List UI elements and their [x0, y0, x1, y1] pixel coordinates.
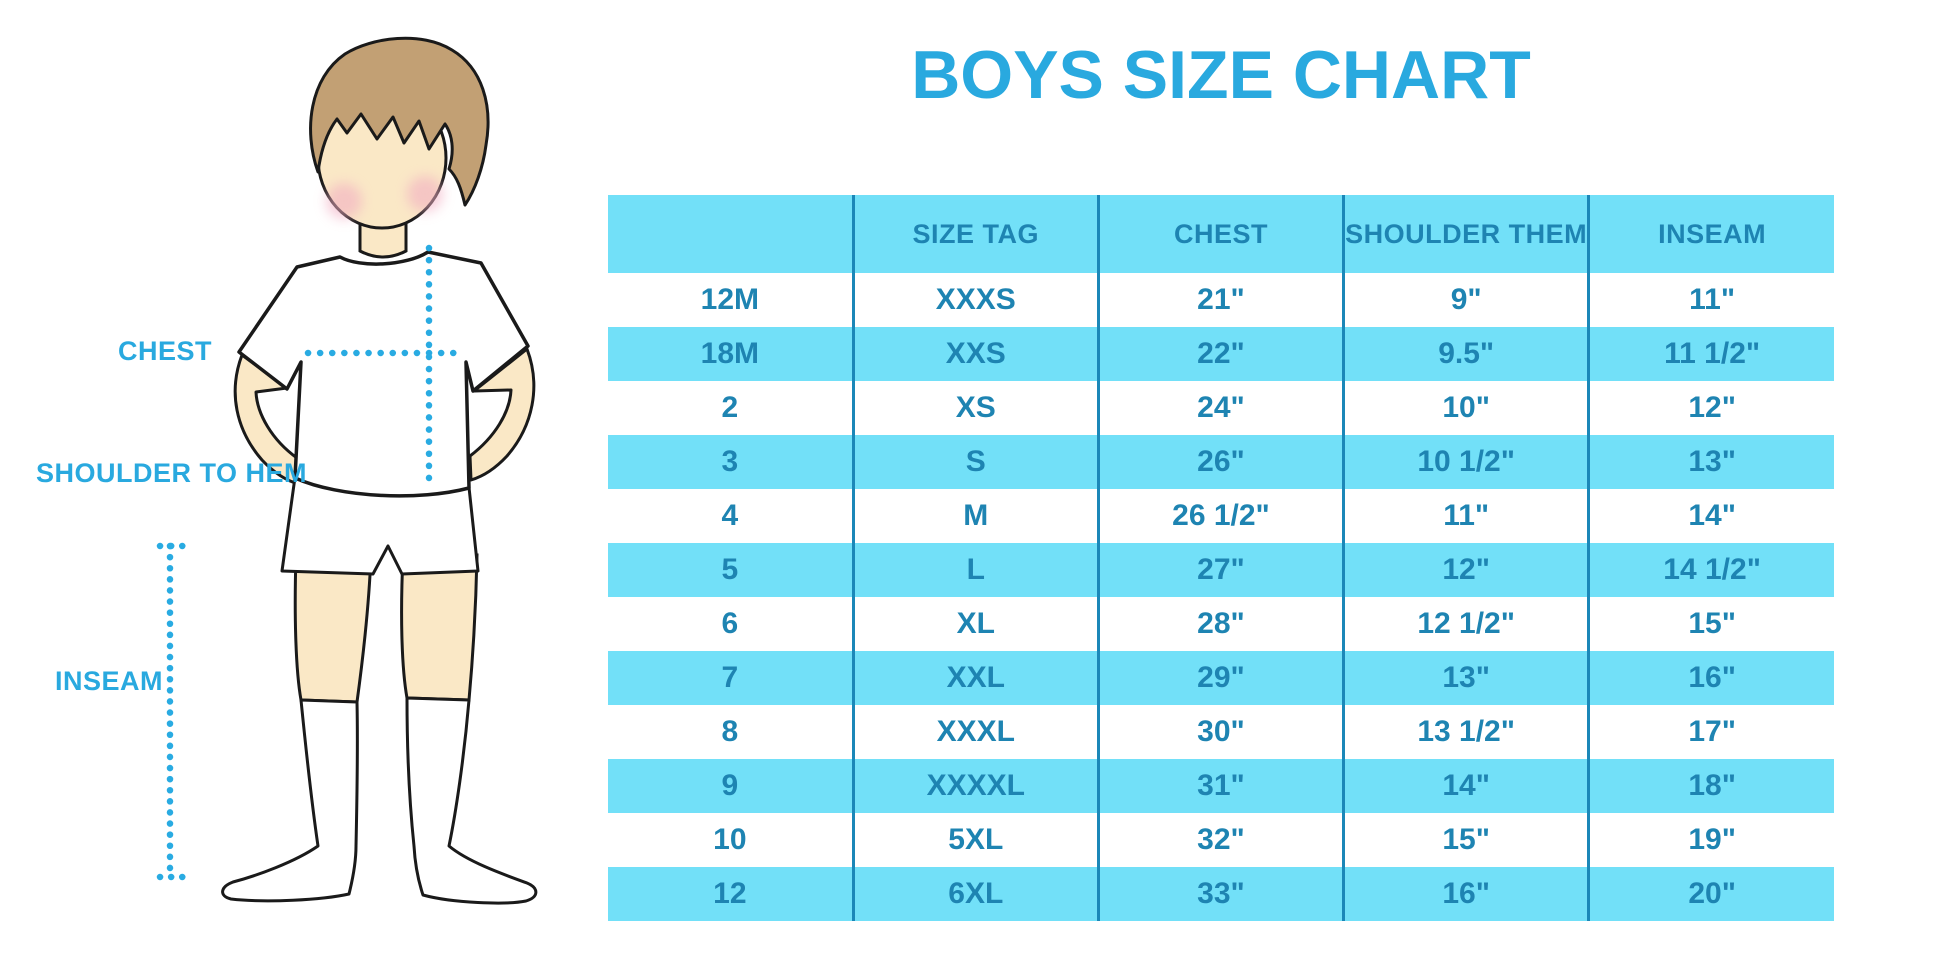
table-cell: 29": [1096, 651, 1344, 705]
header-row: SIZE TAG CHEST SHOULDER THEM INSEAM: [608, 195, 1834, 273]
table-row: 6 XL 28" 12 1/2" 15": [608, 597, 1834, 651]
table-cell: 16": [1587, 651, 1834, 705]
table-cell: 26": [1096, 435, 1344, 489]
table-cell: 11 1/2": [1587, 327, 1834, 381]
boy-cheek-left: [326, 183, 362, 219]
table-cell: 32": [1096, 813, 1344, 867]
table-cell: 9: [721, 769, 739, 802]
table-row: 3 S 26" 10 1/2" 13": [608, 435, 1834, 489]
table-cell: 11": [1342, 489, 1589, 543]
table-row: 4 M 26 1/2" 11" 14": [608, 489, 1834, 543]
table-cell: 9.5": [1342, 327, 1589, 381]
table-cell: 15": [1587, 597, 1834, 651]
table-cell: 5: [721, 553, 739, 586]
table-cell: XXXL: [851, 705, 1099, 759]
table-cell: 10": [1342, 381, 1589, 435]
table-cell: S: [851, 435, 1099, 489]
table-cell: 28": [1096, 597, 1344, 651]
table-cell: 22": [1096, 327, 1344, 381]
table-cell: 6XL: [851, 867, 1099, 921]
table-row: 2 XS 24" 10" 12": [608, 381, 1834, 435]
table-row: 7 XXL 29" 13" 16": [608, 651, 1834, 705]
table-cell: XXXXL: [851, 759, 1099, 813]
table-cell: 16": [1342, 867, 1589, 921]
table-row: 12 6XL 33" 16" 20": [608, 867, 1834, 921]
column-header: [608, 195, 854, 273]
table-cell: 12": [1587, 381, 1834, 435]
table-row: 9 XXXXL 31" 14" 18": [608, 759, 1834, 813]
table-cell: 3: [721, 445, 739, 478]
table-cell: 5XL: [851, 813, 1099, 867]
table-cell: 18M: [700, 337, 760, 370]
table-cell: 14": [1587, 489, 1834, 543]
boy-measurement-illustration: [156, 36, 538, 905]
size-table-header: SIZE TAG CHEST SHOULDER THEM INSEAM: [608, 195, 1834, 273]
boy-cheek-right: [407, 176, 443, 212]
table-cell: 27": [1096, 543, 1344, 597]
table-cell: 13": [1587, 435, 1834, 489]
column-header: INSEAM: [1587, 195, 1834, 273]
table-cell: 15": [1342, 813, 1589, 867]
table-cell: 18": [1587, 759, 1834, 813]
table-cell: 12M: [700, 283, 760, 316]
table-cell: 12 1/2": [1342, 597, 1589, 651]
inseam-label: INSEAM: [55, 666, 164, 696]
table-row: 8 XXXL 30" 13 1/2" 17": [608, 705, 1834, 759]
boy-tshirt: [237, 250, 530, 498]
column-header: SIZE TAG: [851, 195, 1099, 273]
boy-legs: [293, 553, 479, 704]
table-cell: 13 1/2": [1342, 705, 1589, 759]
table-cell: 4: [721, 499, 739, 532]
table-cell: 30": [1096, 705, 1344, 759]
table-cell: 8: [721, 715, 739, 748]
table-row: 5 L 27" 12" 14 1/2": [608, 543, 1834, 597]
table-cell: XXS: [851, 327, 1099, 381]
table-cell: 11": [1587, 273, 1834, 327]
boy-hair: [309, 36, 490, 207]
boy-head: [309, 36, 490, 230]
table-cell: 12: [713, 877, 747, 910]
table-cell: 14": [1342, 759, 1589, 813]
table-row: 10 5XL 32" 15" 19": [608, 813, 1834, 867]
table-cell: 6: [721, 607, 739, 640]
measurement-lines: [156, 244, 466, 881]
boy-socks: [221, 696, 538, 905]
page-title: BOYS SIZE CHART: [911, 37, 1531, 113]
table-cell: 20": [1587, 867, 1834, 921]
table-row: 18M XXS 22" 9.5" 11 1/2": [608, 327, 1834, 381]
table-cell: 14 1/2": [1587, 543, 1834, 597]
column-header: SHOULDER THEM: [1342, 195, 1589, 273]
table-cell: 21": [1096, 273, 1344, 327]
shoulder-to-hem-label: SHOULDER TO HEM: [36, 458, 308, 488]
table-cell: 12": [1342, 543, 1589, 597]
table-cell: M: [851, 489, 1099, 543]
table-cell: 10 1/2": [1342, 435, 1589, 489]
table-cell: XXL: [851, 651, 1099, 705]
table-cell: 17": [1587, 705, 1834, 759]
table-cell: XS: [851, 381, 1099, 435]
table-cell: 26 1/2": [1096, 489, 1344, 543]
table-cell: L: [851, 543, 1099, 597]
column-header: CHEST: [1096, 195, 1344, 273]
table-cell: 10: [713, 823, 747, 856]
table-cell: 7: [721, 661, 739, 694]
table-cell: 24": [1096, 381, 1344, 435]
size-table: SIZE TAG CHEST SHOULDER THEM INSEAM 12M XXXS…: [608, 195, 1834, 921]
table-cell: 13": [1342, 651, 1589, 705]
size-table-body: 12M XXXS 21" 9" 11" 18M XXS 22" 9.5" 11 1/2" 2 XS 24…: [608, 273, 1834, 921]
table-cell: XXXS: [851, 273, 1099, 327]
table-cell: 2: [721, 391, 739, 424]
chest-label: CHEST: [118, 336, 213, 366]
table-cell: 31": [1096, 759, 1344, 813]
table-cell: 19": [1587, 813, 1834, 867]
table-cell: XL: [851, 597, 1099, 651]
table-row: 12M XXXS 21" 9" 11": [608, 273, 1834, 327]
table-cell: 33": [1096, 867, 1344, 921]
table-cell: 9": [1342, 273, 1589, 327]
